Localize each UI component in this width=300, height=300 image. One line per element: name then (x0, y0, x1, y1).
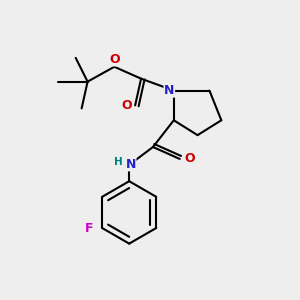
Text: F: F (85, 221, 93, 235)
Text: O: O (121, 99, 131, 112)
Text: N: N (125, 158, 136, 171)
Text: O: O (109, 53, 120, 66)
Text: O: O (185, 152, 195, 165)
Text: N: N (164, 84, 175, 97)
Text: H: H (114, 157, 123, 167)
